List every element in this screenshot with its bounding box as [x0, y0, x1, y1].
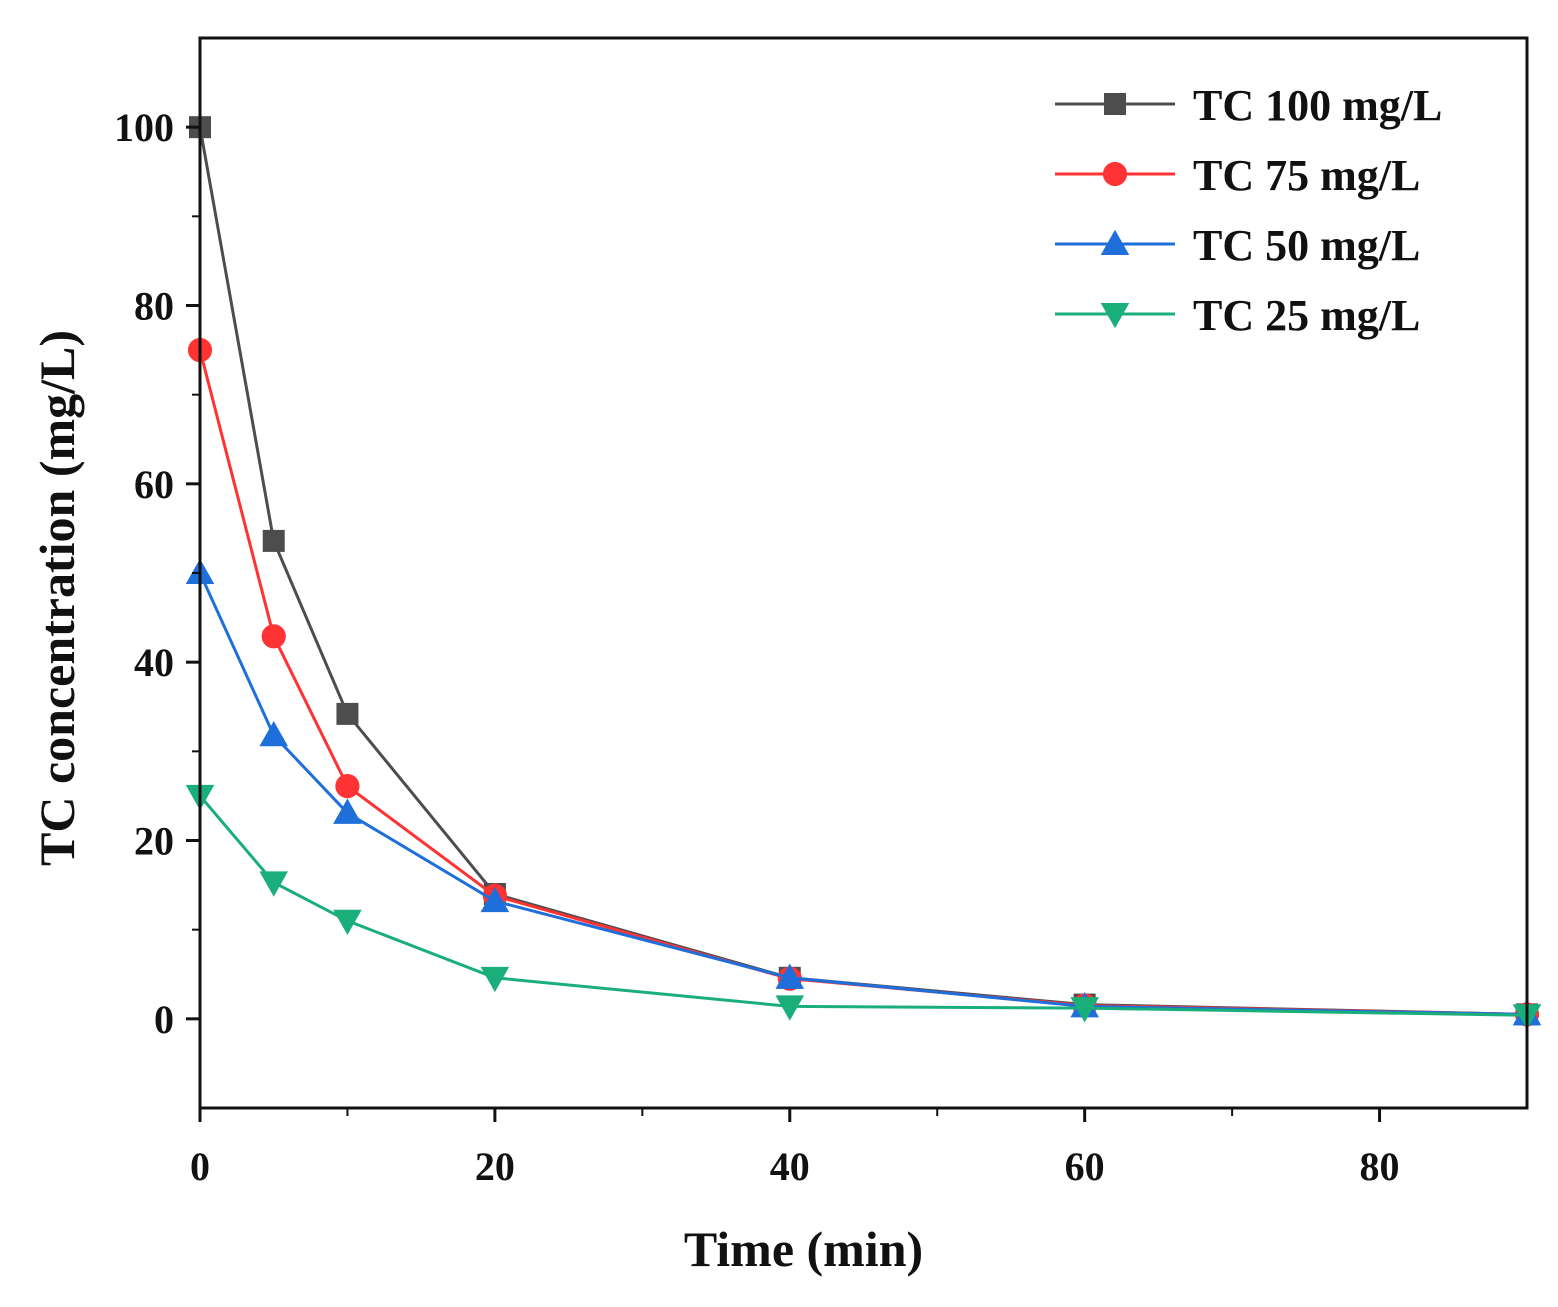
x-tick-label: 80 — [1360, 1144, 1400, 1189]
series-line — [198, 794, 1528, 1017]
y-tick-label: 60 — [134, 462, 174, 507]
marker-triangle-down — [333, 909, 362, 936]
marker-triangle-down — [480, 966, 510, 993]
legend: TC 100 mg/L TC 75 mg/L TC 50 mg/L TC 25 mg/… — [1055, 81, 1442, 340]
marker-triangle-down — [259, 871, 289, 897]
x-tick-label: 20 — [475, 1144, 515, 1189]
legend-item: TC 50 mg/L — [1055, 221, 1420, 270]
y-tick-label: 20 — [134, 819, 174, 864]
axes: 0 20 40 60 80 0 20 40 60 80 100 — [114, 36, 1529, 1189]
y-tick-label: 100 — [114, 105, 174, 150]
marker-triangle-up — [480, 886, 510, 913]
series-3 — [185, 784, 1542, 1030]
series-1 — [187, 337, 1540, 1027]
legend-label: TC 25 mg/L — [1193, 291, 1420, 340]
marker-triangle-up — [333, 798, 362, 824]
marker-triangle-down — [775, 995, 805, 1021]
marker-circle — [1102, 161, 1128, 187]
marker-triangle-up — [775, 963, 805, 989]
marker-triangle-down — [1100, 303, 1130, 329]
series-line — [198, 572, 1528, 1016]
legend-label: TC 75 mg/L — [1193, 151, 1420, 200]
y-axis-title: TC concentration (mg/L) — [29, 330, 85, 866]
marker-circle — [335, 774, 360, 799]
x-axis-title: Time (min) — [684, 1221, 923, 1277]
y-tick-label: 40 — [134, 640, 174, 685]
marker-triangle-up — [1100, 229, 1130, 255]
marker-circle — [261, 624, 286, 649]
x-tick-label: 0 — [190, 1144, 210, 1189]
y-tick-label: 0 — [154, 997, 174, 1042]
plot-area — [185, 116, 1542, 1030]
x-tick-label: 40 — [770, 1144, 810, 1189]
legend-item: TC 25 mg/L — [1055, 291, 1420, 340]
legend-label: TC 50 mg/L — [1193, 221, 1420, 270]
legend-item: TC 100 mg/L — [1055, 81, 1442, 130]
y-tick-label: 80 — [134, 284, 174, 329]
marker-square — [262, 529, 285, 552]
marker-square — [1104, 93, 1126, 115]
marker-triangle-down — [1070, 997, 1099, 1023]
x-tick-label: 60 — [1065, 1144, 1105, 1189]
marker-triangle-up — [259, 720, 289, 747]
series-line — [198, 349, 1528, 1016]
series-2 — [185, 558, 1542, 1026]
marker-square — [336, 702, 359, 725]
legend-label: TC 100 mg/L — [1193, 81, 1442, 130]
legend-item: TC 75 mg/L — [1055, 151, 1420, 200]
